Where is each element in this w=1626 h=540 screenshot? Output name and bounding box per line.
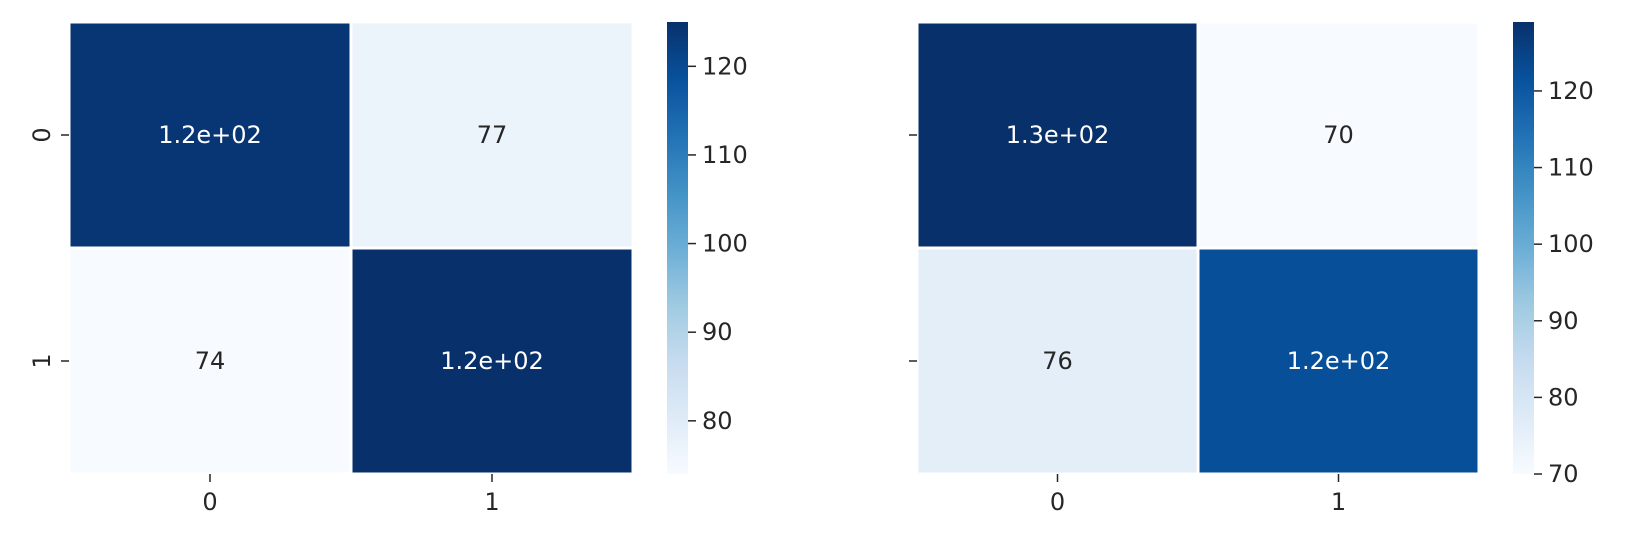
colorbar-tick-label: 120 bbox=[1548, 77, 1594, 105]
cell-annotation: 76 bbox=[1042, 347, 1073, 375]
heatmap-cell bbox=[349, 246, 635, 476]
heatmap-panel-1: 1.3e+02 70 76 1.2e+02 0 1 70 80 90 100 110 120 bbox=[909, 20, 1594, 516]
heatmap-cell bbox=[1196, 20, 1481, 250]
cell-annotation: 1.3e+02 bbox=[1006, 121, 1110, 149]
cell-annotation: 74 bbox=[195, 347, 226, 375]
heatmap-cell bbox=[67, 20, 353, 250]
colorbar bbox=[667, 22, 688, 474]
x-tick-label: 1 bbox=[484, 488, 499, 516]
colorbar-tick-label: 110 bbox=[702, 141, 748, 169]
x-tick-label: 0 bbox=[1050, 488, 1065, 516]
cell-annotation: 70 bbox=[1323, 121, 1354, 149]
heatmap-cell bbox=[349, 20, 635, 250]
colorbar-tick-label: 100 bbox=[1548, 230, 1594, 258]
heatmap-cell bbox=[1196, 246, 1481, 476]
heatmap-cell bbox=[67, 246, 353, 476]
heatmap-panel-0: 1.2e+02 77 74 1.2e+02 0 1 0 1 80 90 100 110 120 bbox=[28, 20, 748, 516]
cell-annotation: 1.2e+02 bbox=[158, 121, 262, 149]
cell-annotation: 1.2e+02 bbox=[1287, 347, 1391, 375]
colorbar-tick-label: 80 bbox=[702, 407, 733, 435]
y-tick-label: 0 bbox=[28, 127, 56, 142]
y-tick-label: 1 bbox=[28, 353, 56, 368]
colorbar-tick-label: 90 bbox=[1548, 307, 1579, 335]
colorbar-tick-label: 110 bbox=[1548, 154, 1594, 182]
colorbar bbox=[1513, 22, 1534, 474]
x-tick-label: 0 bbox=[202, 488, 217, 516]
colorbar-tick-label: 90 bbox=[702, 318, 733, 346]
colorbar-tick-label: 120 bbox=[702, 52, 748, 80]
cell-annotation: 1.2e+02 bbox=[440, 347, 544, 375]
colorbar-tick-label: 100 bbox=[702, 230, 748, 258]
cell-annotation: 77 bbox=[477, 121, 508, 149]
heatmap-cell bbox=[915, 246, 1200, 476]
colorbar-tick-label: 80 bbox=[1548, 383, 1579, 411]
colorbar-tick-label: 70 bbox=[1548, 460, 1579, 488]
x-tick-label: 1 bbox=[1331, 488, 1346, 516]
